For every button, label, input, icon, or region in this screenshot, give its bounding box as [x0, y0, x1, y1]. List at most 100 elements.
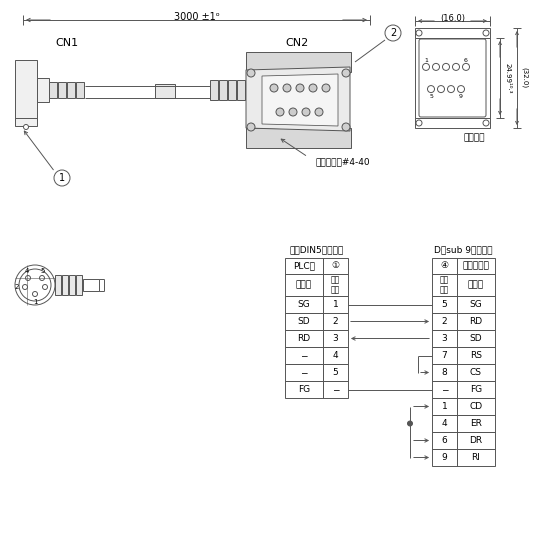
- Text: 信号名: 信号名: [468, 281, 484, 289]
- Text: インチネジ#4-40: インチネジ#4-40: [315, 157, 369, 167]
- Bar: [285, 296, 323, 313]
- Text: 24.99¹⁰·³: 24.99¹⁰·³: [505, 63, 511, 93]
- Circle shape: [283, 84, 291, 92]
- Bar: [323, 274, 348, 296]
- Circle shape: [54, 170, 70, 186]
- Circle shape: [483, 120, 489, 126]
- Circle shape: [270, 84, 278, 92]
- Bar: [323, 296, 348, 313]
- Text: FG: FG: [298, 385, 310, 394]
- Circle shape: [43, 285, 48, 289]
- Text: SG: SG: [298, 300, 310, 309]
- Bar: [210, 80, 218, 100]
- Bar: [457, 274, 495, 296]
- Circle shape: [385, 25, 401, 41]
- Text: 4: 4: [25, 268, 29, 274]
- Text: 5: 5: [41, 268, 45, 274]
- Bar: [457, 415, 495, 432]
- Text: RD: RD: [469, 317, 483, 326]
- Bar: [432, 364, 457, 381]
- Text: ミニDIN5ピンオス: ミニDIN5ピンオス: [289, 245, 343, 255]
- Circle shape: [296, 84, 304, 92]
- Bar: [37, 78, 49, 102]
- Text: D－sub 9ピンメス: D－sub 9ピンメス: [434, 245, 493, 255]
- Circle shape: [416, 120, 422, 126]
- Circle shape: [247, 123, 255, 131]
- Text: 4: 4: [333, 351, 338, 360]
- Circle shape: [427, 86, 435, 93]
- Bar: [323, 347, 348, 364]
- Text: 3: 3: [332, 334, 338, 343]
- Bar: [228, 80, 236, 100]
- Text: 3000 ±1ᵒ: 3000 ±1ᵒ: [174, 12, 220, 22]
- Circle shape: [442, 64, 450, 71]
- Bar: [285, 381, 323, 398]
- Text: (32.0): (32.0): [521, 67, 528, 89]
- Text: 1: 1: [332, 300, 338, 309]
- Circle shape: [247, 69, 255, 77]
- Circle shape: [457, 86, 465, 93]
- Bar: [285, 347, 323, 364]
- Text: 5: 5: [442, 300, 447, 309]
- Text: 1: 1: [33, 299, 37, 305]
- Bar: [432, 415, 457, 432]
- Bar: [323, 313, 348, 330]
- Circle shape: [33, 292, 38, 296]
- Bar: [457, 364, 495, 381]
- Circle shape: [437, 86, 445, 93]
- Text: 4: 4: [442, 419, 447, 428]
- Bar: [457, 313, 495, 330]
- Bar: [219, 80, 227, 100]
- Text: SD: SD: [298, 317, 310, 326]
- Bar: [457, 381, 495, 398]
- Text: 1: 1: [442, 402, 447, 411]
- Bar: [432, 330, 457, 347]
- Circle shape: [276, 108, 284, 116]
- Bar: [415, 38, 490, 118]
- Text: パソコン側: パソコン側: [462, 262, 489, 270]
- Circle shape: [452, 64, 460, 71]
- Polygon shape: [262, 74, 338, 126]
- Text: FG: FG: [470, 385, 482, 394]
- Bar: [285, 364, 323, 381]
- Text: ピン
番号: ピン 番号: [331, 275, 340, 295]
- FancyBboxPatch shape: [419, 39, 486, 117]
- Bar: [457, 347, 495, 364]
- Bar: [457, 432, 495, 449]
- Circle shape: [15, 265, 55, 305]
- Text: −: −: [332, 385, 339, 394]
- Text: RI: RI: [472, 453, 481, 462]
- Text: 6: 6: [464, 59, 468, 64]
- Text: 2: 2: [333, 317, 338, 326]
- Bar: [49, 82, 57, 98]
- Bar: [285, 330, 323, 347]
- Circle shape: [322, 84, 330, 92]
- Text: SG: SG: [469, 300, 482, 309]
- Polygon shape: [246, 67, 350, 131]
- Bar: [432, 296, 457, 313]
- Text: 7: 7: [442, 351, 447, 360]
- Bar: [457, 449, 495, 466]
- Text: −: −: [300, 368, 308, 377]
- Text: 2: 2: [390, 28, 396, 38]
- Bar: [415, 118, 490, 128]
- Text: ソケット: ソケット: [463, 134, 485, 142]
- Bar: [323, 381, 348, 398]
- Circle shape: [408, 421, 413, 426]
- Text: 9: 9: [442, 453, 447, 462]
- Text: PLC側: PLC側: [293, 262, 315, 270]
- Bar: [323, 364, 348, 381]
- Circle shape: [302, 108, 310, 116]
- Text: ER: ER: [470, 419, 482, 428]
- Bar: [457, 258, 495, 274]
- Text: −: −: [300, 351, 308, 360]
- Bar: [415, 28, 490, 38]
- Text: 1: 1: [424, 59, 428, 64]
- Text: CS: CS: [470, 368, 482, 377]
- Bar: [432, 449, 457, 466]
- Text: ④: ④: [440, 262, 448, 270]
- Bar: [285, 274, 323, 296]
- Text: 8: 8: [442, 368, 447, 377]
- Bar: [432, 313, 457, 330]
- Text: 2: 2: [15, 284, 19, 290]
